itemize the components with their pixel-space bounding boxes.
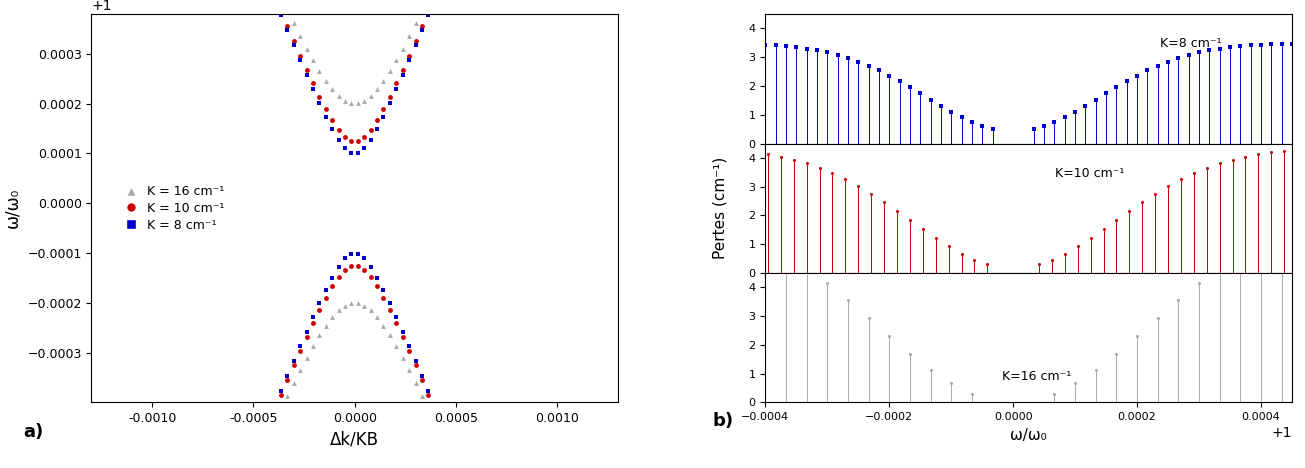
X-axis label: Δk/KB: Δk/KB [330,431,380,449]
Text: Pertes (cm⁻¹): Pertes (cm⁻¹) [713,157,727,259]
Text: K=16 cm⁻¹: K=16 cm⁻¹ [1002,370,1071,383]
Text: a): a) [23,424,43,441]
Text: K=8 cm⁻¹: K=8 cm⁻¹ [1160,37,1221,51]
Text: b): b) [713,412,733,430]
Legend: K = 16 cm⁻¹, K = 10 cm⁻¹, K = 8 cm⁻¹: K = 16 cm⁻¹, K = 10 cm⁻¹, K = 8 cm⁻¹ [114,180,230,236]
X-axis label: ω/ω₀: ω/ω₀ [1010,428,1047,443]
Text: K=10 cm⁻¹: K=10 cm⁻¹ [1054,167,1125,180]
Y-axis label: ω/ω₀: ω/ω₀ [4,188,22,228]
